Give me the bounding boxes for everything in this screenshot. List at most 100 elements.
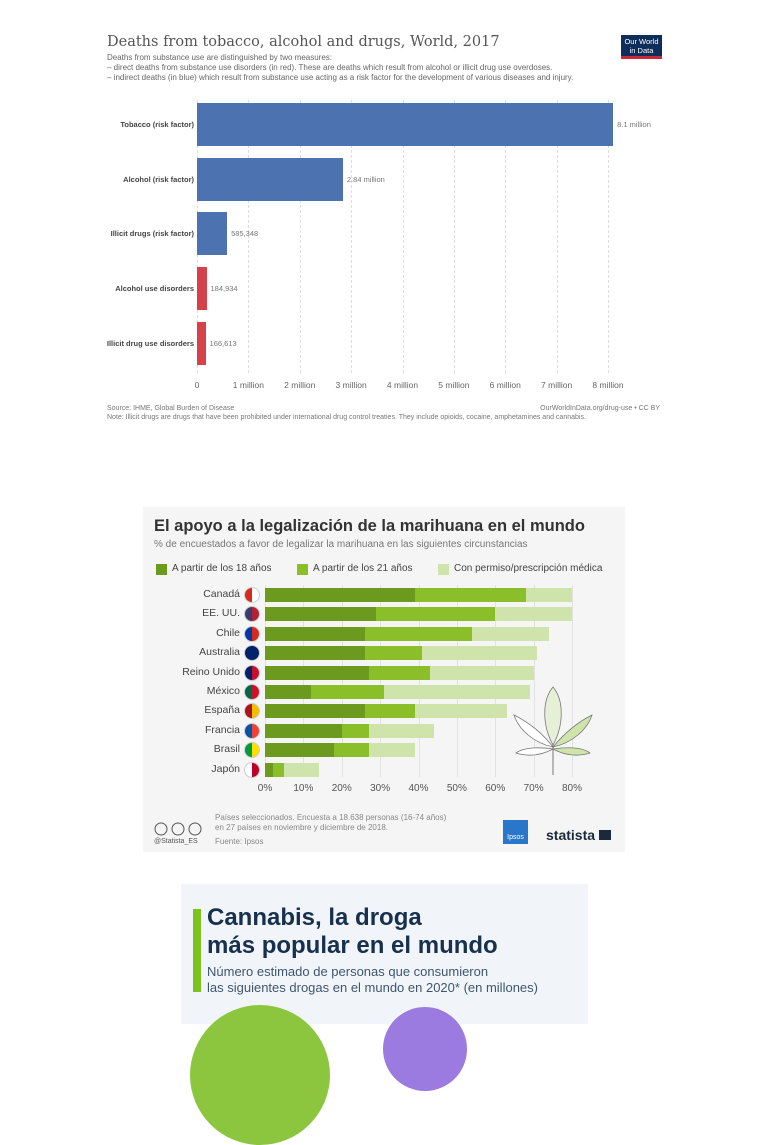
country-label: Japón xyxy=(211,762,240,775)
chart-title: Deaths from tobacco, alcohol and drugs, … xyxy=(107,34,500,50)
x-tick-label: 10% xyxy=(293,783,314,794)
credit-link[interactable]: OurWorldInData.org/drug-use • CC BY xyxy=(540,405,660,412)
gridline xyxy=(495,585,497,777)
gridline xyxy=(380,585,382,777)
bar-segment xyxy=(341,723,369,738)
x-tick-label: 0% xyxy=(257,783,273,794)
x-tick-label: 3 million xyxy=(335,380,367,390)
bar-segment xyxy=(265,626,365,641)
chart-subtitle: – indirect deaths (in blue) which result… xyxy=(107,73,574,82)
bar xyxy=(197,103,614,146)
bar-segment xyxy=(364,626,473,641)
bar-segment xyxy=(368,723,434,738)
bar-segment xyxy=(284,762,319,777)
footnote: Note: Illicit drugs are drugs that have … xyxy=(107,414,586,421)
flag-icon xyxy=(244,742,260,759)
gridline xyxy=(533,585,535,777)
subtitle-line: Número estimado de personas que consumie… xyxy=(207,964,489,979)
data-label: 585,348 xyxy=(231,229,259,239)
chart-title: El apoyo a la legalización de la marihua… xyxy=(154,517,585,535)
x-tick-label: 7 million xyxy=(541,380,573,390)
category-label: Tobacco (risk factor) xyxy=(120,120,194,129)
country-label: Australia xyxy=(199,646,240,659)
bar-segment xyxy=(265,588,415,602)
x-tick-label: 20% xyxy=(331,783,352,794)
bar-segment xyxy=(265,743,335,758)
bar-segment xyxy=(495,607,572,622)
bar-segment xyxy=(364,704,415,719)
bar-segment xyxy=(376,607,496,622)
title-line: Cannabis, la droga xyxy=(207,904,422,931)
x-tick-label: 30% xyxy=(370,783,391,794)
bar-segment xyxy=(272,762,285,777)
flag-icon xyxy=(244,587,260,603)
gridline xyxy=(453,100,455,373)
country-label: Chile xyxy=(216,626,240,639)
country-label: México xyxy=(206,685,240,697)
chart-subtitle: Deaths from substance use are distinguis… xyxy=(107,53,333,62)
flag-icon xyxy=(244,684,260,700)
legend-label: A partir de los 18 años xyxy=(172,563,272,574)
x-tick-label: 6 million xyxy=(489,380,521,390)
x-tick-label: 40% xyxy=(408,783,429,794)
category-label: Alcohol use disorders xyxy=(115,284,194,294)
footnote: en 27 países en noviembre y diciembre de… xyxy=(215,823,388,832)
gridline xyxy=(265,585,266,777)
bar-segment xyxy=(265,762,273,777)
accent-bar xyxy=(193,909,201,992)
data-label: 2.84 million xyxy=(346,174,385,184)
x-tick-label: 5 million xyxy=(438,380,470,390)
gridline xyxy=(505,100,507,373)
bar-segment xyxy=(383,685,530,699)
ipsos-logo: Ipsos xyxy=(503,820,528,844)
category-label: Illicit drug use disorders xyxy=(106,338,194,348)
statista-logo: statista xyxy=(546,827,611,843)
drug-bubble xyxy=(383,1007,467,1091)
country-label: EE. UU. xyxy=(202,607,240,620)
source-note: Fuente: Ipsos xyxy=(215,837,264,846)
statista-mark-icon xyxy=(598,830,611,840)
bar-segment xyxy=(422,646,538,661)
bar-segment xyxy=(334,743,369,758)
subtitle-line: las siguientes drogas en el mundo en 202… xyxy=(207,980,538,995)
x-tick-label: 2 million xyxy=(284,380,316,390)
bar-segment xyxy=(265,607,377,622)
bar xyxy=(197,212,228,256)
bar-segment xyxy=(368,743,415,758)
legend-label: Con permiso/prescripción médica xyxy=(454,563,603,574)
gridline xyxy=(556,100,558,373)
gridline xyxy=(608,100,609,373)
bar-segment xyxy=(414,588,526,602)
data-label: 166,613 xyxy=(209,338,237,348)
bar-segment xyxy=(311,685,384,699)
x-tick-label: 70% xyxy=(523,783,544,794)
flag-icon xyxy=(244,664,260,681)
bar-segment xyxy=(472,626,549,641)
statista-wordmark: statista xyxy=(546,827,596,843)
category-label: Illicit drugs (risk factor) xyxy=(110,229,194,239)
footnote: Países seleccionados. Encuesta a 18.638 … xyxy=(215,813,447,822)
legend-swatch xyxy=(297,564,308,575)
source-note: Source: IHME, Global Burden of Disease xyxy=(107,405,235,412)
category-label: Alcohol (risk factor) xyxy=(123,174,194,184)
country-label: Brasil xyxy=(213,743,240,756)
legend-swatch xyxy=(156,564,167,575)
x-tick-label: 4 million xyxy=(386,380,419,390)
bar xyxy=(197,157,343,201)
bar-segment xyxy=(265,665,369,680)
infographic-title: Cannabis, la droga más popular en el mun… xyxy=(207,904,507,960)
x-tick-label: 60% xyxy=(485,783,506,794)
title-line: más popular en el mundo xyxy=(207,932,498,959)
gridline xyxy=(299,100,301,373)
legend-swatch xyxy=(438,564,449,575)
chart-subtitle: % de encuestados a favor de legalizar la… xyxy=(154,539,528,550)
flag-icon xyxy=(244,761,260,778)
bar xyxy=(197,267,207,311)
bar-segment xyxy=(430,665,534,680)
bar-segment xyxy=(265,704,365,719)
flag-icon xyxy=(244,606,260,623)
flag-icon xyxy=(244,625,260,642)
cannabis-infographic xyxy=(181,884,588,1024)
owid-logo: Our World in Data xyxy=(621,35,662,59)
gridline xyxy=(402,100,404,373)
